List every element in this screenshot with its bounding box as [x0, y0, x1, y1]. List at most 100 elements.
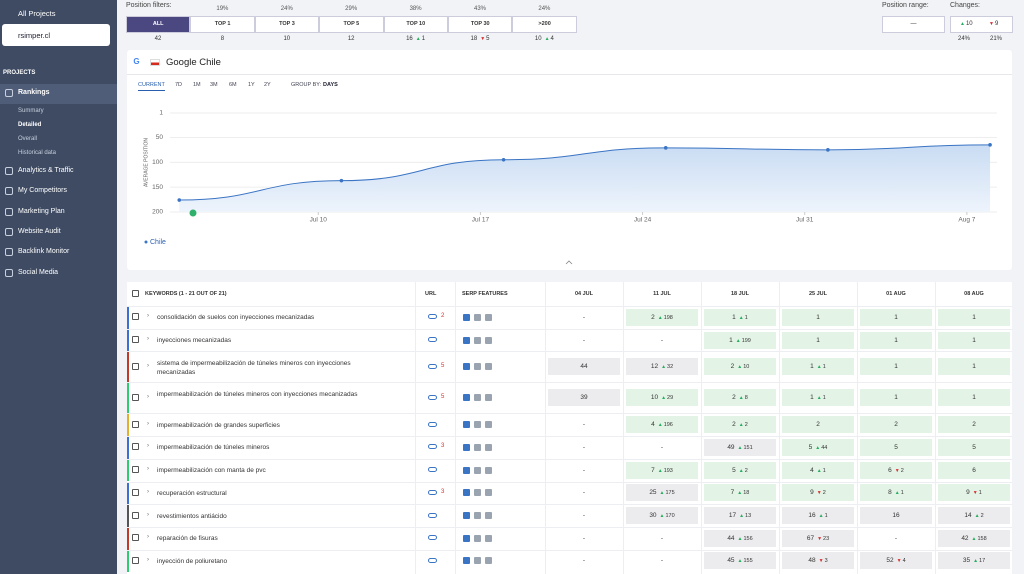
filter-button[interactable]: TOP 5 — [319, 16, 383, 33]
url-link-icon[interactable] — [428, 490, 437, 495]
nav-subitem[interactable]: Detailed — [18, 122, 41, 128]
row-checkbox[interactable] — [132, 336, 139, 343]
nav-item[interactable]: My Competitors — [18, 187, 67, 194]
keyword[interactable]: reparación de fisuras — [157, 534, 382, 543]
nav-item[interactable]: Website Audit — [18, 228, 61, 235]
keyword[interactable]: revestimientos antiácido — [157, 512, 382, 521]
period-tab[interactable]: 3M — [210, 82, 218, 88]
rank-cell: 7193 — [626, 462, 698, 479]
rank-cell: 1713 — [704, 507, 776, 524]
header-checkbox[interactable] — [132, 290, 139, 297]
rank-position: 42 — [961, 535, 968, 542]
rank-cell: 6723 — [782, 530, 854, 547]
keyword[interactable]: impermeabilización de túneles mineros — [157, 443, 382, 452]
filter-share: 19% — [190, 6, 254, 12]
rank-position: 1 — [894, 363, 898, 370]
changes-down: 9 — [986, 21, 998, 27]
rank-cell: 1 — [860, 332, 932, 349]
filter-count-value: 8 — [221, 36, 224, 42]
row-checkbox[interactable] — [132, 443, 139, 450]
nav-item[interactable]: Rankings — [18, 89, 50, 96]
url-link-icon[interactable] — [428, 513, 437, 518]
nav-subitem[interactable]: Summary — [18, 108, 44, 114]
period-tab[interactable]: CURRENT — [138, 82, 165, 91]
row-checkbox[interactable] — [132, 534, 139, 541]
range-input[interactable]: — — [882, 16, 945, 33]
rank-cell: 3517 — [938, 552, 1010, 569]
group-by-value[interactable]: DAYS — [323, 82, 338, 88]
changes-box[interactable]: 109 — [950, 16, 1013, 33]
rank-change: 13 — [736, 513, 751, 519]
row-flag — [127, 505, 129, 527]
url-link-icon[interactable] — [428, 535, 437, 540]
rank-position: 44 — [727, 535, 734, 542]
nav-item[interactable]: Marketing Plan — [18, 208, 65, 215]
period-tab[interactable]: 1M — [193, 82, 201, 88]
row-checkbox[interactable] — [132, 512, 139, 519]
url-link-icon[interactable] — [428, 395, 437, 400]
project-select[interactable]: rsimper.cl — [2, 24, 110, 46]
row-checkbox[interactable] — [132, 363, 139, 370]
period-tab[interactable]: 7D — [175, 82, 182, 88]
keyword[interactable]: sistema de impermeabilización de túneles… — [157, 359, 382, 377]
row-checkbox[interactable] — [132, 489, 139, 496]
rank-position: 5 — [894, 444, 898, 451]
url-link-icon[interactable] — [428, 314, 437, 319]
period-tab[interactable]: 2Y — [264, 82, 271, 88]
filter-button[interactable]: >200 — [512, 16, 576, 33]
keyword[interactable]: inyección de poliuretano — [157, 557, 382, 566]
nav-item[interactable]: Analytics & Traffic — [18, 167, 74, 174]
expand-chevron: › — [147, 512, 149, 518]
filter-button[interactable]: TOP 30 — [448, 16, 512, 33]
expand-chevron: › — [147, 443, 149, 449]
serp-icon — [474, 337, 481, 344]
row-checkbox[interactable] — [132, 557, 139, 564]
rank-position: 67 — [807, 535, 814, 542]
rank-cell: 161 — [782, 507, 854, 524]
row-checkbox[interactable] — [132, 394, 139, 401]
filter-button[interactable]: TOP 10 — [384, 16, 448, 33]
filter-button[interactable]: TOP 3 — [255, 16, 319, 33]
url-link-icon[interactable] — [428, 364, 437, 369]
filter-button[interactable]: ALL — [126, 16, 190, 33]
keyword[interactable]: inyecciones mecanizadas — [157, 336, 382, 345]
serp-icon — [463, 363, 470, 370]
rank-change: 44 — [812, 445, 827, 451]
period-tab[interactable]: 6M — [229, 82, 237, 88]
rank-position: 1 — [816, 314, 820, 321]
row-divider — [127, 482, 1012, 483]
keyword[interactable]: consolidación de suelos con inyecciones … — [157, 313, 382, 322]
url-link-icon[interactable] — [428, 467, 437, 472]
serp-icon — [474, 557, 481, 564]
nav-item[interactable]: Backlink Monitor — [18, 248, 69, 255]
changes-label: Changes: — [950, 2, 980, 9]
row-checkbox[interactable] — [132, 421, 139, 428]
rank-position: 39 — [580, 394, 587, 401]
nav-subitem[interactable]: Overall — [18, 136, 37, 142]
period-tab[interactable]: 1Y — [248, 82, 255, 88]
rank-cell: 45155 — [704, 552, 776, 569]
filter-button[interactable]: TOP 1 — [190, 16, 254, 33]
row-divider — [127, 504, 1012, 505]
divider — [127, 74, 1012, 75]
serp-icon — [463, 467, 470, 474]
keyword[interactable]: recuperación estructural — [157, 489, 382, 498]
url-link-icon[interactable] — [428, 337, 437, 342]
rank-change: 1 — [814, 395, 826, 401]
url-link-icon[interactable] — [428, 422, 437, 427]
keyword[interactable]: impermeabilización de túneles mineros co… — [157, 390, 382, 399]
rank-empty: - — [661, 337, 663, 344]
row-checkbox[interactable] — [132, 313, 139, 320]
rank-position: 44 — [580, 363, 587, 370]
nav-item[interactable]: Social Media — [18, 269, 58, 276]
all-projects-link[interactable]: All Projects — [18, 9, 56, 18]
keyword[interactable]: impermeabilización con manta de pvc — [157, 466, 382, 475]
row-checkbox[interactable] — [132, 466, 139, 473]
keyword[interactable]: impermeabilización de grandes superficie… — [157, 421, 382, 430]
rank-cell: 2198 — [626, 309, 698, 326]
nav-subitem[interactable]: Historical data — [18, 150, 56, 156]
rank-position: 1 — [816, 337, 820, 344]
url-link-icon[interactable] — [428, 444, 437, 449]
url-link-icon[interactable] — [428, 558, 437, 563]
